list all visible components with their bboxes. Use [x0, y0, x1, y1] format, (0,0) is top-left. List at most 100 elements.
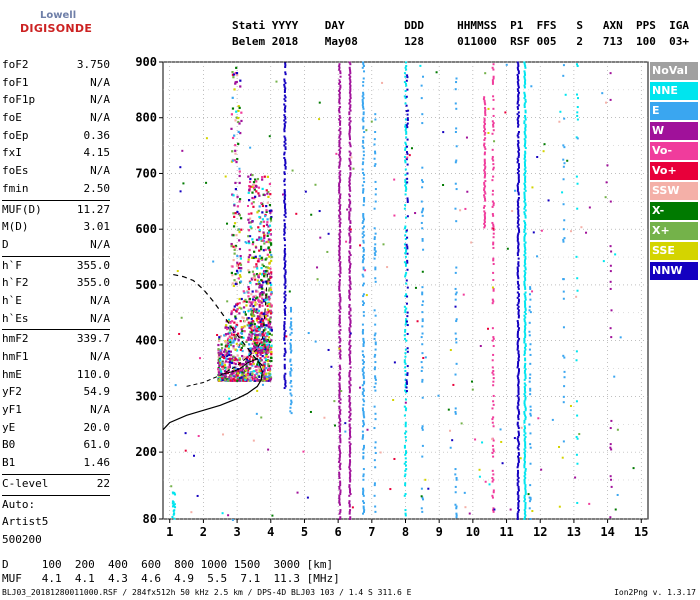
cluster-echo-dot: [239, 270, 242, 273]
echo-dot-w: [348, 510, 351, 513]
echo-dot-w: [610, 336, 613, 339]
cluster-echo-dot: [263, 368, 266, 371]
echo-dot-e: [361, 384, 364, 387]
echo-dot-nnw: [283, 228, 286, 231]
echo-dot-w: [349, 280, 352, 283]
echo-dot-nne: [523, 196, 526, 199]
echo-dot-nnw: [517, 114, 520, 117]
param-value: N/A: [90, 111, 110, 125]
cluster-echo-dot: [252, 340, 255, 343]
echo-dot-e: [562, 326, 565, 329]
echo-dot-nne: [404, 159, 407, 162]
echo-dot-e: [361, 261, 364, 264]
cluster-echo-dot: [255, 319, 259, 322]
noise-echo-dot: [459, 209, 462, 212]
cluster-echo-dot: [258, 286, 261, 289]
echo-dot-w: [338, 164, 341, 167]
echo-dot-nnw: [516, 189, 519, 192]
echo-dot-e: [361, 350, 364, 353]
cluster-echo-dot: [264, 348, 267, 351]
echo-dot-nne: [524, 312, 527, 315]
echo-dot-nnw: [517, 328, 520, 331]
cluster-echo-dot: [218, 352, 221, 356]
cluster-echo-dot: [238, 363, 242, 366]
cluster-echo-dot: [265, 257, 268, 260]
param-separator: [2, 329, 110, 331]
cluster-echo-dot: [256, 325, 259, 328]
cluster-echo-dot: [269, 293, 273, 296]
cluster-echo-dot: [257, 326, 261, 329]
param-key: h`F: [2, 258, 22, 272]
echo-dot-e: [529, 443, 532, 446]
echo-dot-e: [290, 338, 293, 341]
echo-dot-nne: [404, 238, 407, 241]
cluster-echo-dot: [221, 354, 224, 357]
echo-dot-vo: [492, 373, 495, 376]
echo-dot-vo: [491, 157, 494, 160]
cluster-echo-dot: [227, 347, 230, 350]
echo-dot-nne: [405, 439, 408, 442]
echo-dot-e: [528, 377, 531, 380]
cluster-echo-dot: [261, 297, 264, 300]
echo-dot-w: [609, 245, 612, 248]
echo-dot-nnw: [516, 336, 519, 339]
cluster-echo-dot: [267, 238, 271, 241]
noise-echo-dot: [350, 156, 353, 159]
echo-dot-w: [338, 97, 341, 100]
echo-dot-nne: [524, 487, 527, 490]
echo-dot-e: [362, 65, 365, 68]
echo-dot-e: [421, 425, 424, 428]
cluster-echo-dot: [259, 372, 262, 375]
echo-dot-nne: [524, 241, 527, 244]
echo-dot-e: [455, 159, 458, 162]
echo-dot-nne: [523, 120, 526, 123]
cluster-echo-dot: [234, 82, 237, 85]
cluster-echo-dot: [261, 178, 264, 181]
cluster-echo-dot: [257, 276, 260, 279]
echo-dot-w: [338, 330, 341, 333]
echo-dot-w: [338, 393, 341, 396]
echo-dot-nne: [524, 409, 527, 412]
cluster-echo-dot: [222, 356, 226, 360]
x-tick-label: 14: [600, 525, 614, 539]
echo-dot-nnw: [283, 337, 286, 340]
echo-dot-e: [373, 405, 376, 408]
echo-dot-nnw: [516, 512, 519, 515]
echo-dot-nnw: [518, 453, 521, 456]
cluster-echo-dot: [248, 326, 251, 329]
cluster-echo-dot: [267, 301, 270, 304]
param-key: foE: [2, 111, 22, 125]
echo-dot-nnw: [406, 152, 409, 155]
echo-dot-nnw: [517, 209, 520, 212]
cluster-echo-dot: [231, 136, 235, 140]
cluster-echo-dot: [230, 379, 234, 382]
echo-dot-nnw: [283, 128, 286, 131]
noise-echo-dot: [500, 440, 503, 443]
echo-dot-nne: [523, 284, 526, 287]
echo-dot-nnw: [283, 378, 286, 381]
noise-echo-dot: [393, 361, 396, 364]
echo-dot-nnw: [517, 369, 520, 372]
echo-dot-nne: [523, 254, 526, 257]
echo-dot-nnw: [283, 98, 286, 101]
echo-dot-nnw: [517, 275, 520, 278]
echo-dot-w: [338, 427, 341, 430]
echo-dot-e: [290, 317, 293, 320]
cluster-echo-dot: [261, 354, 264, 358]
echo-dot-nnw: [406, 197, 409, 200]
noise-echo-dot: [323, 416, 326, 419]
echo-dot-nne: [404, 225, 407, 228]
echo-dot-nnw: [517, 132, 520, 135]
noise-echo-dot: [491, 438, 494, 441]
noise-echo-dot: [536, 255, 539, 258]
echo-dot-e: [454, 503, 457, 506]
echo-dot-w: [348, 61, 351, 64]
echo-dot-w: [339, 218, 342, 221]
echo-dot-vo: [483, 99, 486, 102]
echo-dot-nnw: [283, 321, 286, 324]
cluster-echo-dot: [235, 116, 238, 119]
echo-dot-vo: [483, 215, 486, 218]
echo-dot-w: [348, 462, 351, 465]
cluster-echo-dot: [252, 329, 255, 332]
echo-dot-e: [374, 314, 377, 317]
